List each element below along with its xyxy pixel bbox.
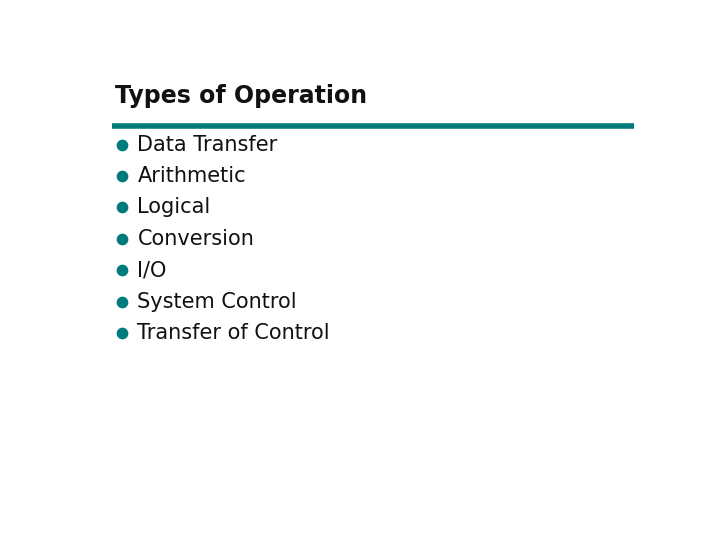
Text: I/O: I/O xyxy=(138,260,167,280)
Text: Logical: Logical xyxy=(138,198,211,218)
Text: System Control: System Control xyxy=(138,292,297,312)
Point xyxy=(117,298,128,306)
Point xyxy=(117,234,128,243)
Point xyxy=(117,140,128,149)
Point xyxy=(117,266,128,274)
Text: Types of Operation: Types of Operation xyxy=(114,84,366,109)
Point xyxy=(117,329,128,338)
Text: Arithmetic: Arithmetic xyxy=(138,166,246,186)
Text: Transfer of Control: Transfer of Control xyxy=(138,323,330,343)
Point xyxy=(117,172,128,180)
Text: Data Transfer: Data Transfer xyxy=(138,134,278,154)
Text: Conversion: Conversion xyxy=(138,229,254,249)
Point xyxy=(117,203,128,212)
